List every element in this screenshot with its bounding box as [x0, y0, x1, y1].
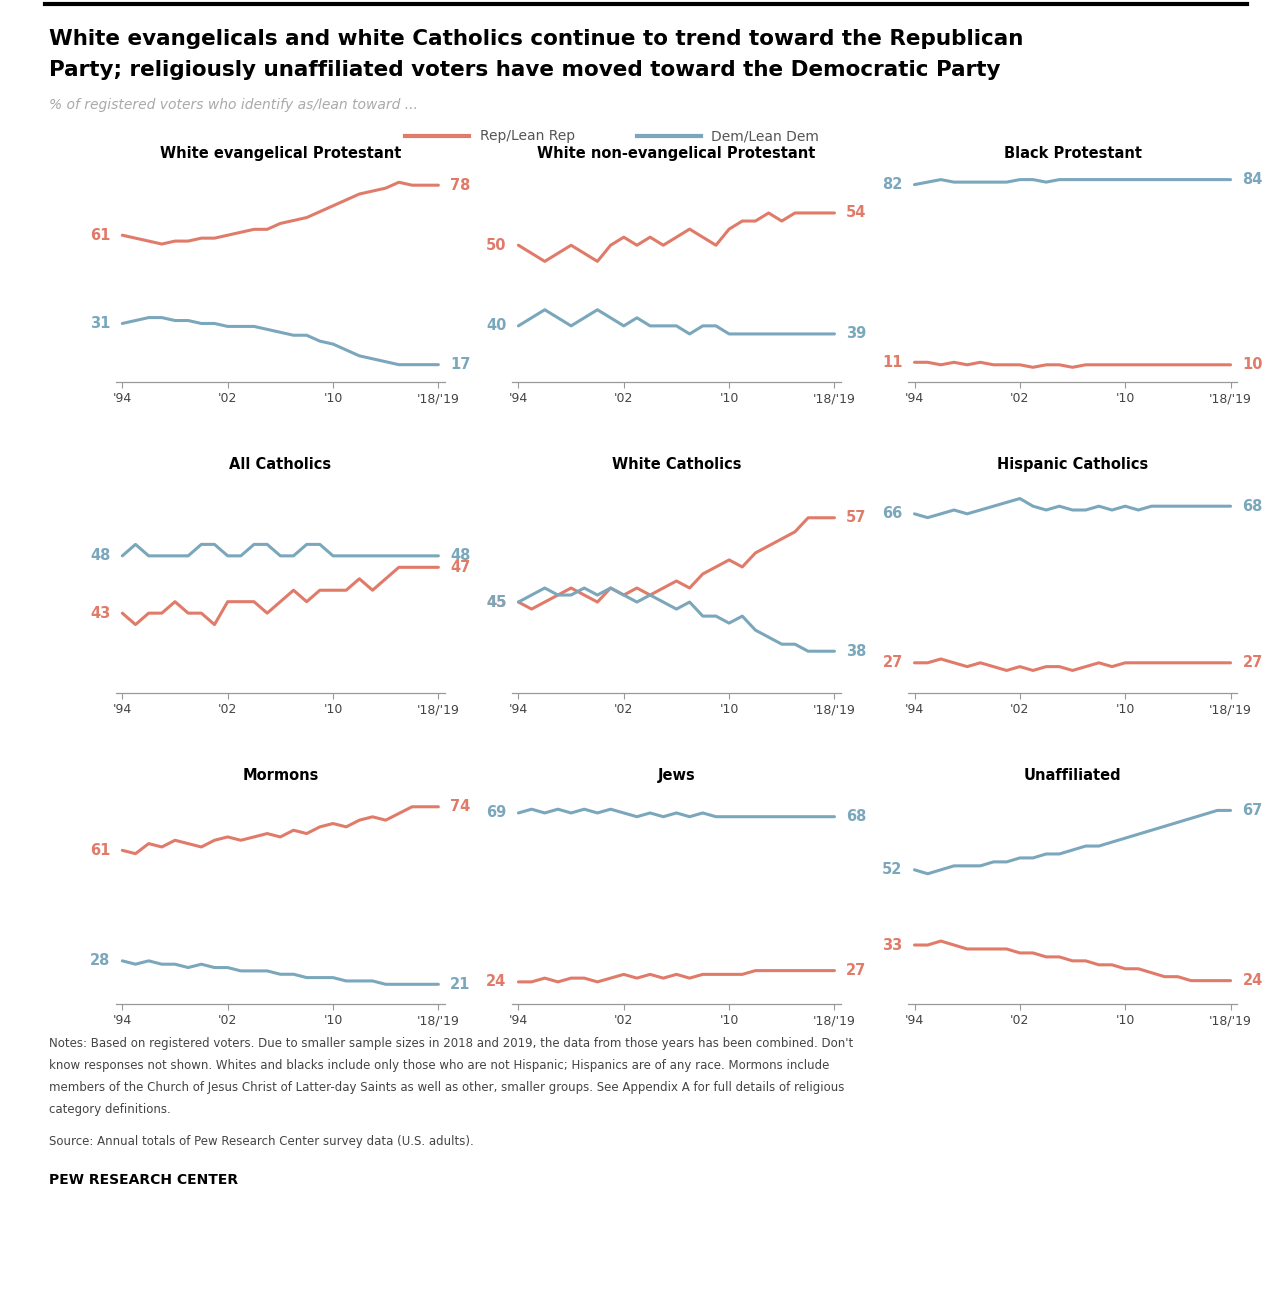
Text: 52: 52 [882, 862, 903, 877]
Text: 84: 84 [1242, 172, 1263, 187]
Title: White evangelical Protestant: White evangelical Protestant [159, 145, 401, 161]
Text: 21: 21 [450, 977, 471, 991]
Text: 38: 38 [846, 644, 867, 658]
Text: 68: 68 [846, 809, 867, 824]
Text: PEW RESEARCH CENTER: PEW RESEARCH CENTER [49, 1173, 238, 1187]
Text: 24: 24 [486, 975, 507, 989]
Text: 39: 39 [846, 327, 867, 341]
Text: 40: 40 [486, 319, 507, 333]
Title: White non-evangelical Protestant: White non-evangelical Protestant [538, 145, 815, 161]
Text: Source: Annual totals of Pew Research Center survey data (U.S. adults).: Source: Annual totals of Pew Research Ce… [49, 1135, 473, 1148]
Text: 48: 48 [90, 548, 111, 564]
Text: Party; religiously unaffiliated voters have moved toward the Democratic Party: Party; religiously unaffiliated voters h… [49, 60, 1001, 79]
Text: Rep/Lean Rep: Rep/Lean Rep [480, 130, 575, 143]
Text: 47: 47 [450, 560, 471, 575]
Text: 54: 54 [846, 206, 867, 220]
Text: category definitions.: category definitions. [49, 1103, 171, 1116]
Text: 61: 61 [90, 842, 111, 858]
Text: know responses not shown. Whites and blacks include only those who are not Hispa: know responses not shown. Whites and bla… [49, 1059, 829, 1072]
Text: 33: 33 [882, 937, 903, 953]
Text: 28: 28 [90, 954, 111, 968]
Title: Jews: Jews [657, 767, 696, 783]
Title: All Catholics: All Catholics [229, 456, 332, 472]
Title: Unaffiliated: Unaffiliated [1024, 767, 1121, 783]
Title: Hispanic Catholics: Hispanic Catholics [997, 456, 1148, 472]
Text: 43: 43 [90, 605, 111, 621]
Text: 10: 10 [1242, 358, 1263, 372]
Text: 17: 17 [450, 358, 471, 372]
Text: 78: 78 [450, 178, 471, 193]
Title: Black Protestant: Black Protestant [1003, 145, 1142, 161]
Text: 27: 27 [846, 963, 867, 978]
Text: 45: 45 [486, 595, 507, 609]
Text: 45: 45 [486, 595, 507, 609]
Text: 69: 69 [486, 805, 507, 820]
Text: White evangelicals and white Catholics continue to trend toward the Republican: White evangelicals and white Catholics c… [49, 29, 1024, 48]
Text: 67: 67 [1242, 804, 1263, 818]
Title: White Catholics: White Catholics [612, 456, 741, 472]
Text: 61: 61 [90, 228, 111, 242]
Text: 74: 74 [450, 800, 471, 814]
Text: 11: 11 [882, 355, 903, 369]
Text: 68: 68 [1242, 499, 1263, 513]
Text: 31: 31 [90, 316, 111, 330]
Text: 57: 57 [846, 511, 867, 525]
Text: members of the Church of Jesus Christ of Latter-day Saints as well as other, sma: members of the Church of Jesus Christ of… [49, 1081, 844, 1094]
Text: Notes: Based on registered voters. Due to smaller sample sizes in 2018 and 2019,: Notes: Based on registered voters. Due t… [49, 1037, 853, 1050]
Text: 27: 27 [1242, 656, 1263, 670]
Text: 82: 82 [882, 178, 903, 192]
Text: 27: 27 [882, 656, 903, 670]
Text: 48: 48 [450, 548, 471, 564]
Text: 24: 24 [1242, 973, 1263, 988]
Text: 66: 66 [882, 507, 903, 521]
Text: % of registered voters who identify as/lean toward ...: % of registered voters who identify as/l… [49, 98, 418, 113]
Title: Mormons: Mormons [242, 767, 319, 783]
Text: 50: 50 [486, 237, 507, 253]
Text: Dem/Lean Dem: Dem/Lean Dem [711, 130, 819, 143]
